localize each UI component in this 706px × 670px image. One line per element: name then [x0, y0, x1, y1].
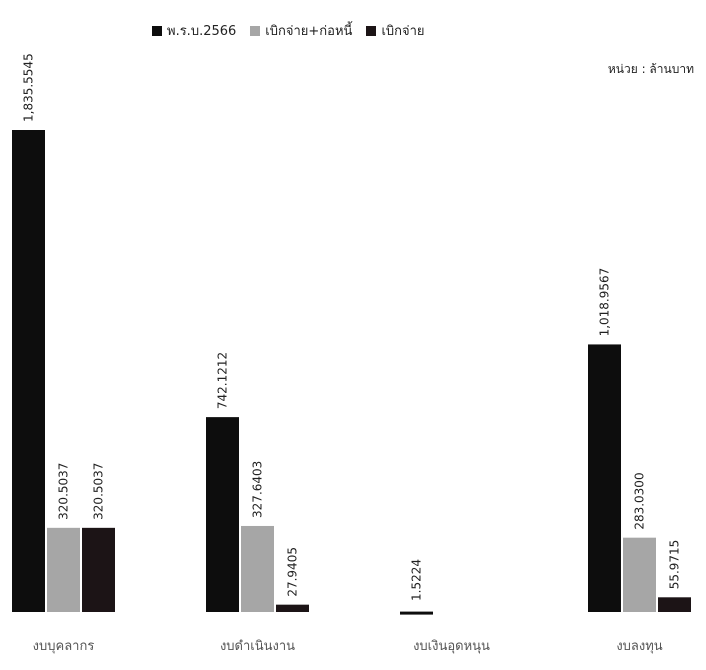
data-label-s2-c1: 27.9405 [286, 547, 300, 597]
data-label-s1-c3: 283.0300 [633, 472, 647, 529]
data-label-s0-c3: 1,018.9567 [598, 268, 612, 337]
bar-s2-c1 [276, 604, 309, 612]
bar-s2-c3 [658, 597, 691, 612]
legend-item-disbursed-committed: เบิกจ่าย+ก่อหนี้ [250, 20, 352, 41]
legend-swatch-disbursed [366, 25, 377, 36]
bar-s1-c1 [241, 525, 274, 612]
bar-s1-c0 [47, 527, 80, 612]
category-label-2: งบเงินอุดหนุน [413, 639, 490, 654]
legend-swatch-disbursed-committed [250, 25, 261, 36]
category-label-0: งบบุคลากร [33, 639, 95, 654]
legend-label-disbursed-committed: เบิกจ่าย+ก่อหนี้ [265, 24, 353, 39]
data-label-s1-c0: 320.5037 [57, 463, 71, 520]
unit-label: หน่วย : ล้านบาท [607, 62, 694, 76]
data-label-s0-c2: 1.5224 [410, 559, 424, 601]
data-label-s0-c1: 742.1212 [216, 352, 230, 409]
data-label-s0-c0: 1,835.5545 [22, 53, 36, 122]
data-label-s2-c0: 320.5037 [92, 463, 106, 520]
bar-s0-c1 [206, 417, 239, 612]
legend-label-budget: พ.ร.บ.2566 [167, 24, 237, 39]
data-label-s2-c3: 55.9715 [668, 540, 682, 590]
data-label-s1-c1: 327.6403 [251, 461, 265, 518]
bar-s0-c3 [588, 344, 621, 612]
category-label-3: งบลงทุน [616, 639, 662, 654]
legend-swatch-budget [152, 25, 162, 36]
bar-s1-c3 [623, 537, 656, 612]
bar-s2-c0 [82, 527, 115, 612]
legend-item-disbursed: เบิกจ่าย [366, 20, 425, 41]
category-label-1: งบดำเนินงาน [220, 639, 295, 654]
bar-s0-c0 [12, 130, 45, 612]
legend: พ.ร.บ.2566 เบิกจ่าย+ก่อหนี้ เบิกจ่าย [152, 20, 425, 41]
legend-item-budget: พ.ร.บ.2566 [152, 20, 236, 41]
bar-s0-c2 [400, 611, 433, 615]
legend-label-disbursed: เบิกจ่าย [381, 24, 425, 39]
